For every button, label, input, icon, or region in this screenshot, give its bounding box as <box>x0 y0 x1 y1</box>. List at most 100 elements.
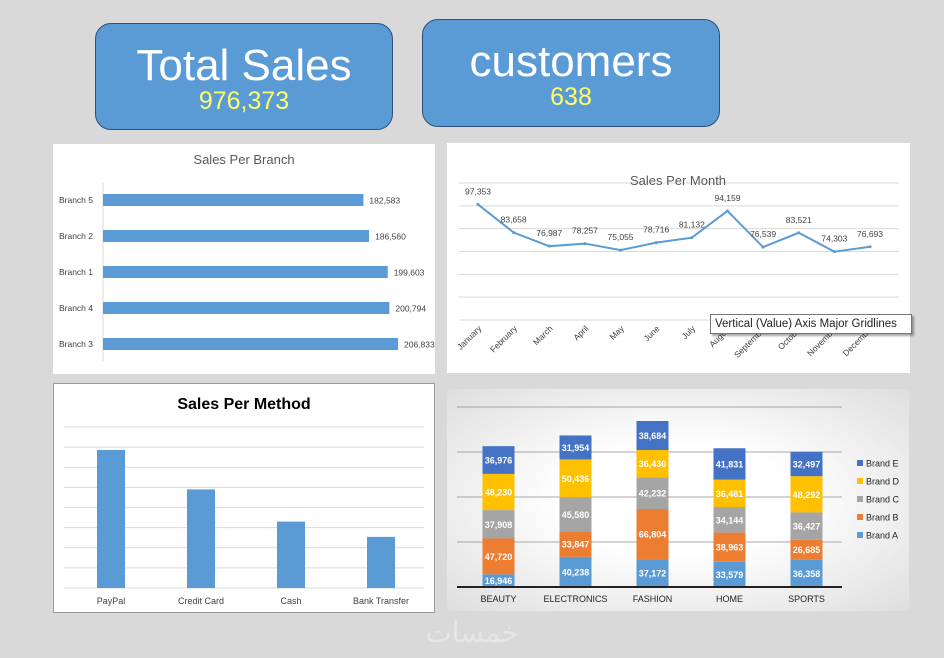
branch-data-label: 200,794 <box>395 304 426 314</box>
category-bar-segment <box>713 448 746 480</box>
month-data-label: 83,521 <box>786 215 812 225</box>
month-point <box>619 248 623 252</box>
month-data-label: 78,716 <box>643 225 669 235</box>
branch-data-label: 182,583 <box>369 196 400 206</box>
category-legend-swatch <box>857 478 863 484</box>
category-data-label: 38,963 <box>716 543 744 553</box>
branch-bar <box>103 194 364 206</box>
sales-per-category-chart[interactable]: 16,946 47,720 37,908 48,230 36,976 BEAUTY 40,2… <box>447 389 909 611</box>
category-legend-label: Brand B <box>866 513 899 523</box>
category-tick-label: HOME <box>716 594 743 604</box>
category-legend-swatch <box>857 532 863 538</box>
branch-bar <box>103 302 390 314</box>
category-bar-segment <box>636 450 669 478</box>
category-data-label: 47,720 <box>485 552 513 562</box>
month-point <box>690 236 694 240</box>
method-bar <box>277 521 305 588</box>
month-point <box>761 245 765 249</box>
month-point <box>832 250 836 254</box>
month-tick-label: March <box>531 323 555 347</box>
category-data-label: 38,684 <box>639 431 667 441</box>
month-data-label: 75,055 <box>608 232 634 242</box>
category-data-label: 32,497 <box>793 459 821 469</box>
category-bar-segment <box>559 435 592 460</box>
category-legend-swatch <box>857 496 863 502</box>
category-data-label: 41,831 <box>716 459 744 469</box>
category-bar-segment <box>790 559 823 587</box>
month-tick-label: July <box>679 323 697 341</box>
month-tick-label: April <box>571 323 590 342</box>
method-bar <box>187 489 215 588</box>
category-bar-segment <box>713 506 746 533</box>
customers-card: customers 638 <box>422 19 720 127</box>
month-data-label: 94,159 <box>714 193 740 203</box>
method-bar <box>367 536 395 588</box>
month-data-label: 76,987 <box>536 228 562 238</box>
category-bar-segment <box>482 538 515 575</box>
sales-per-month-chart[interactable]: Sales Per Month 97,353 January 83,658 Februa… <box>447 143 910 373</box>
category-tick-label: BEAUTY <box>480 594 516 604</box>
category-bar-segment <box>636 421 669 451</box>
category-bar-segment <box>559 497 592 532</box>
category-data-label: 36,976 <box>485 456 513 466</box>
category-bar-segment <box>636 477 669 510</box>
watermark: خمسات <box>425 616 519 649</box>
branch-chart-title: Sales Per Branch <box>193 152 294 167</box>
method-tick-label: PayPal <box>97 596 126 606</box>
category-data-label: 31,954 <box>562 443 590 453</box>
category-data-label: 33,579 <box>716 570 744 580</box>
category-legend-label: Brand D <box>866 477 900 487</box>
category-data-label: 37,172 <box>639 569 667 579</box>
branch-tick-label: Branch 5 <box>59 195 93 205</box>
month-data-label: 74,303 <box>821 234 847 244</box>
category-data-label: 36,427 <box>793 522 821 532</box>
method-tick-label: Credit Card <box>178 596 224 606</box>
branch-tick-label: Branch 4 <box>59 303 93 313</box>
category-data-label: 34,144 <box>716 515 744 525</box>
month-point <box>654 241 658 245</box>
category-legend-label: Brand C <box>866 495 900 505</box>
category-bar-segment <box>559 556 592 587</box>
branch-data-label: 206,833 <box>404 340 435 350</box>
category-legend-swatch <box>857 514 863 520</box>
category-tick-label: ELECTRONICS <box>543 594 607 604</box>
month-point <box>797 231 801 235</box>
month-data-label: 97,353 <box>465 186 491 196</box>
category-bar-segment <box>790 539 823 560</box>
category-bar-segment <box>713 561 746 587</box>
month-tick-label: June <box>641 323 661 343</box>
branch-data-label: 186,560 <box>375 232 406 242</box>
category-legend-label: Brand E <box>866 459 899 469</box>
category-data-label: 48,292 <box>793 490 821 500</box>
category-data-label: 42,232 <box>639 489 667 499</box>
month-data-label: 83,658 <box>501 215 527 225</box>
category-data-label: 36,358 <box>793 569 821 579</box>
category-data-label: 37,908 <box>485 520 513 530</box>
category-legend-label: Brand A <box>866 531 898 541</box>
month-point <box>547 244 551 248</box>
category-data-label: 36,481 <box>716 489 744 499</box>
sales-per-branch-chart[interactable]: Sales Per Branch Branch 5 182,583 Branch 2 1… <box>53 144 435 374</box>
category-legend-swatch <box>857 460 863 466</box>
method-bar <box>97 449 125 588</box>
category-bar-segment <box>636 509 669 560</box>
category-data-label: 33,847 <box>562 540 590 550</box>
category-bar-segment <box>713 479 746 507</box>
month-chart-title: Sales Per Month <box>630 173 726 188</box>
category-tick-label: SPORTS <box>788 594 825 604</box>
category-bar-segment <box>559 459 592 498</box>
category-bar-segment <box>559 531 592 557</box>
sales-per-method-chart[interactable]: Sales Per Method PayPal Credit Card Cash Ban… <box>53 383 435 613</box>
branch-bar <box>103 266 388 278</box>
category-bar-segment <box>713 532 746 562</box>
category-bar-segment <box>482 446 515 474</box>
category-data-label: 16,946 <box>485 576 513 586</box>
category-bar-segment <box>790 512 823 540</box>
month-tick-label: May <box>608 323 627 342</box>
month-data-label: 76,693 <box>857 229 883 239</box>
total-sales-label: Total Sales <box>136 41 352 90</box>
category-bar-segment <box>790 451 823 477</box>
category-tick-label: FASHION <box>633 594 673 604</box>
month-series-line <box>477 203 871 253</box>
customers-label: customers <box>469 37 673 86</box>
